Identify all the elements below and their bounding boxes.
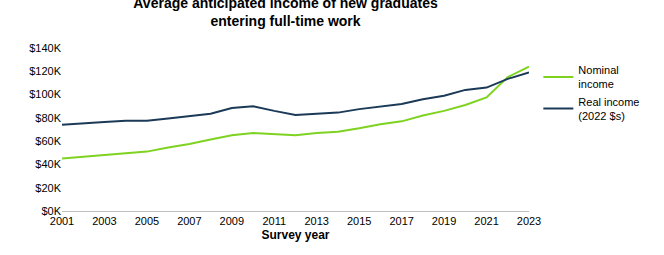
svg-text:$140K: $140K [29,42,61,54]
svg-text:2021: 2021 [474,215,498,227]
svg-text:2015: 2015 [347,215,371,227]
svg-text:$120K: $120K [29,65,61,77]
svg-text:2007: 2007 [177,215,201,227]
svg-text:2009: 2009 [220,215,244,227]
svg-text:$80K: $80K [35,112,61,124]
svg-text:$40K: $40K [35,158,61,170]
svg-text:$100K: $100K [29,88,61,100]
svg-text:$60K: $60K [35,135,61,147]
svg-text:2005: 2005 [135,215,159,227]
svg-text:2017: 2017 [389,215,413,227]
svg-text:2011: 2011 [262,215,286,227]
svg-text:2023: 2023 [517,215,541,227]
svg-text:2013: 2013 [304,215,328,227]
svg-text:Average anticipated income of: Average anticipated income of new gradua… [133,0,438,29]
svg-text:Survey year: Survey year [261,228,329,242]
svg-text:2003: 2003 [92,215,116,227]
svg-text:2001: 2001 [50,215,74,227]
svg-text:Nominalincome: Nominalincome [578,64,618,90]
svg-text:Real income(2022 $s): Real income(2022 $s) [578,96,639,122]
svg-text:$20K: $20K [35,182,61,194]
svg-text:$0K: $0K [41,205,61,217]
svg-text:2019: 2019 [432,215,456,227]
